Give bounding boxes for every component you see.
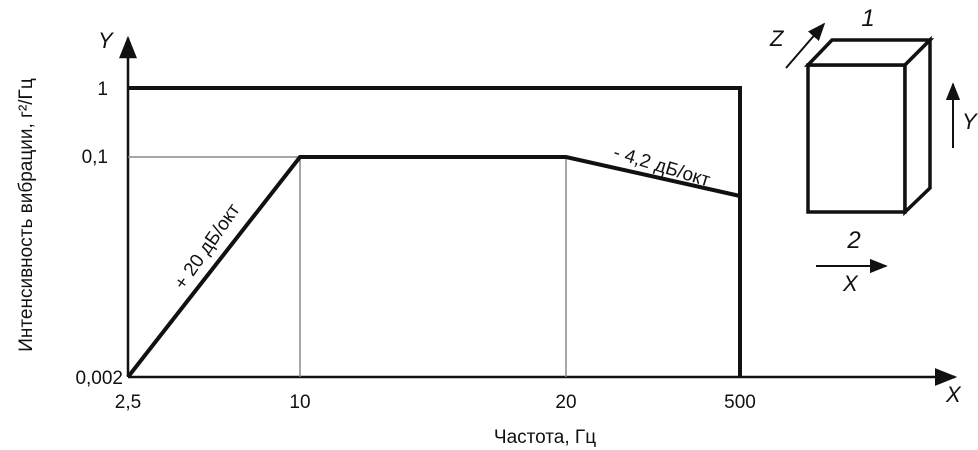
z-axis-label: Z — [769, 26, 785, 51]
x-axis-title: Частота, Гц — [494, 427, 596, 448]
x-tick-label-10: 10 — [289, 392, 310, 413]
x-tick-label-20: 20 — [555, 392, 576, 413]
x-tick-label-500: 500 — [724, 392, 756, 413]
orientation-diagram: 1 2 Z Y X — [769, 5, 978, 296]
y-axis-letter: Y — [98, 28, 114, 53]
slope-annotation-falling: - 4,2 дБ/окт — [611, 142, 713, 191]
x-box-axis-label: X — [842, 271, 859, 296]
slope-annotation-rising: + 20 дБ/окт — [170, 200, 244, 294]
y-tick-label-01: 0,1 — [82, 147, 108, 168]
y-tick-label-0002: 0,002 — [75, 368, 123, 389]
box-side-face — [903, 35, 932, 217]
y-tick-label-1: 1 — [97, 79, 108, 100]
z-arrow — [785, 22, 826, 69]
x-tick-label-2-5: 2,5 — [115, 392, 141, 413]
box-face-label-2: 2 — [846, 227, 860, 254]
box-face-label-1: 1 — [861, 5, 874, 32]
box-front-face — [806, 63, 907, 214]
y-axis-title: Интенсивность вибрации, г²/Гц — [16, 78, 37, 352]
series-line-psd — [126, 155, 741, 379]
x-axis-letter: X — [945, 382, 962, 407]
y-box-axis-label: Y — [962, 109, 978, 134]
